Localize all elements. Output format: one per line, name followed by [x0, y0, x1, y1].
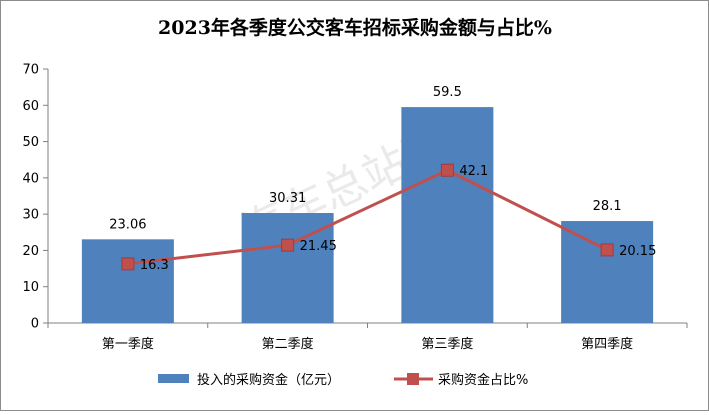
- x-tick-label: 第一季度: [102, 336, 154, 352]
- legend: 投入的采购资金（亿元） 采购资金占比%: [158, 372, 528, 388]
- y-tick-label: 50: [22, 135, 39, 150]
- y-tick-label: 0: [31, 317, 39, 332]
- legend-swatch-bar: [158, 374, 189, 383]
- line-data-label: 21.45: [300, 239, 337, 254]
- bar-series: 23.06 30.31 59.5 28.1: [81, 85, 654, 323]
- line-data-label: 16.3: [140, 258, 169, 273]
- line-point-marker: [121, 257, 135, 271]
- y-tick-label: 30: [22, 208, 39, 223]
- chart-title: 2023年各季度公交客车招标采购金额与占比%: [158, 16, 552, 39]
- axes: 0 10 20 30 40 50 60 70 第一季度 第二季度 第三季度 第四季度: [22, 63, 688, 352]
- line-point-marker: [440, 163, 454, 177]
- x-tick-label: 第四季度: [581, 336, 633, 352]
- bar: [81, 239, 174, 323]
- line-data-label: 20.15: [619, 244, 656, 259]
- bar: [561, 221, 654, 323]
- y-tick-label: 10: [22, 280, 39, 295]
- line-data-label: 42.1: [459, 164, 488, 179]
- x-tick-label: 第三季度: [421, 336, 473, 352]
- legend-label-bar: 投入的采购资金（亿元）: [197, 372, 340, 388]
- y-tick-label: 60: [22, 99, 39, 114]
- y-tick-label: 40: [22, 171, 39, 186]
- legend-label-line: 采购资金占比%: [438, 372, 528, 388]
- bar-data-label: 23.06: [109, 217, 146, 232]
- bar-data-label: 59.5: [433, 85, 462, 100]
- line-point-marker: [600, 243, 614, 257]
- line-series: 16.3 21.45 42.1 20.15: [121, 163, 656, 273]
- y-tick-label: 20: [22, 244, 39, 259]
- bar: [401, 107, 494, 323]
- line-point-marker: [281, 238, 295, 252]
- y-tick-label: 70: [22, 63, 39, 78]
- legend-marker-line: [407, 373, 419, 385]
- bar-data-label: 28.1: [593, 199, 622, 214]
- series-line: [127, 168, 608, 266]
- x-tick-label: 第二季度: [262, 336, 314, 352]
- bar-data-label: 30.31: [269, 191, 306, 206]
